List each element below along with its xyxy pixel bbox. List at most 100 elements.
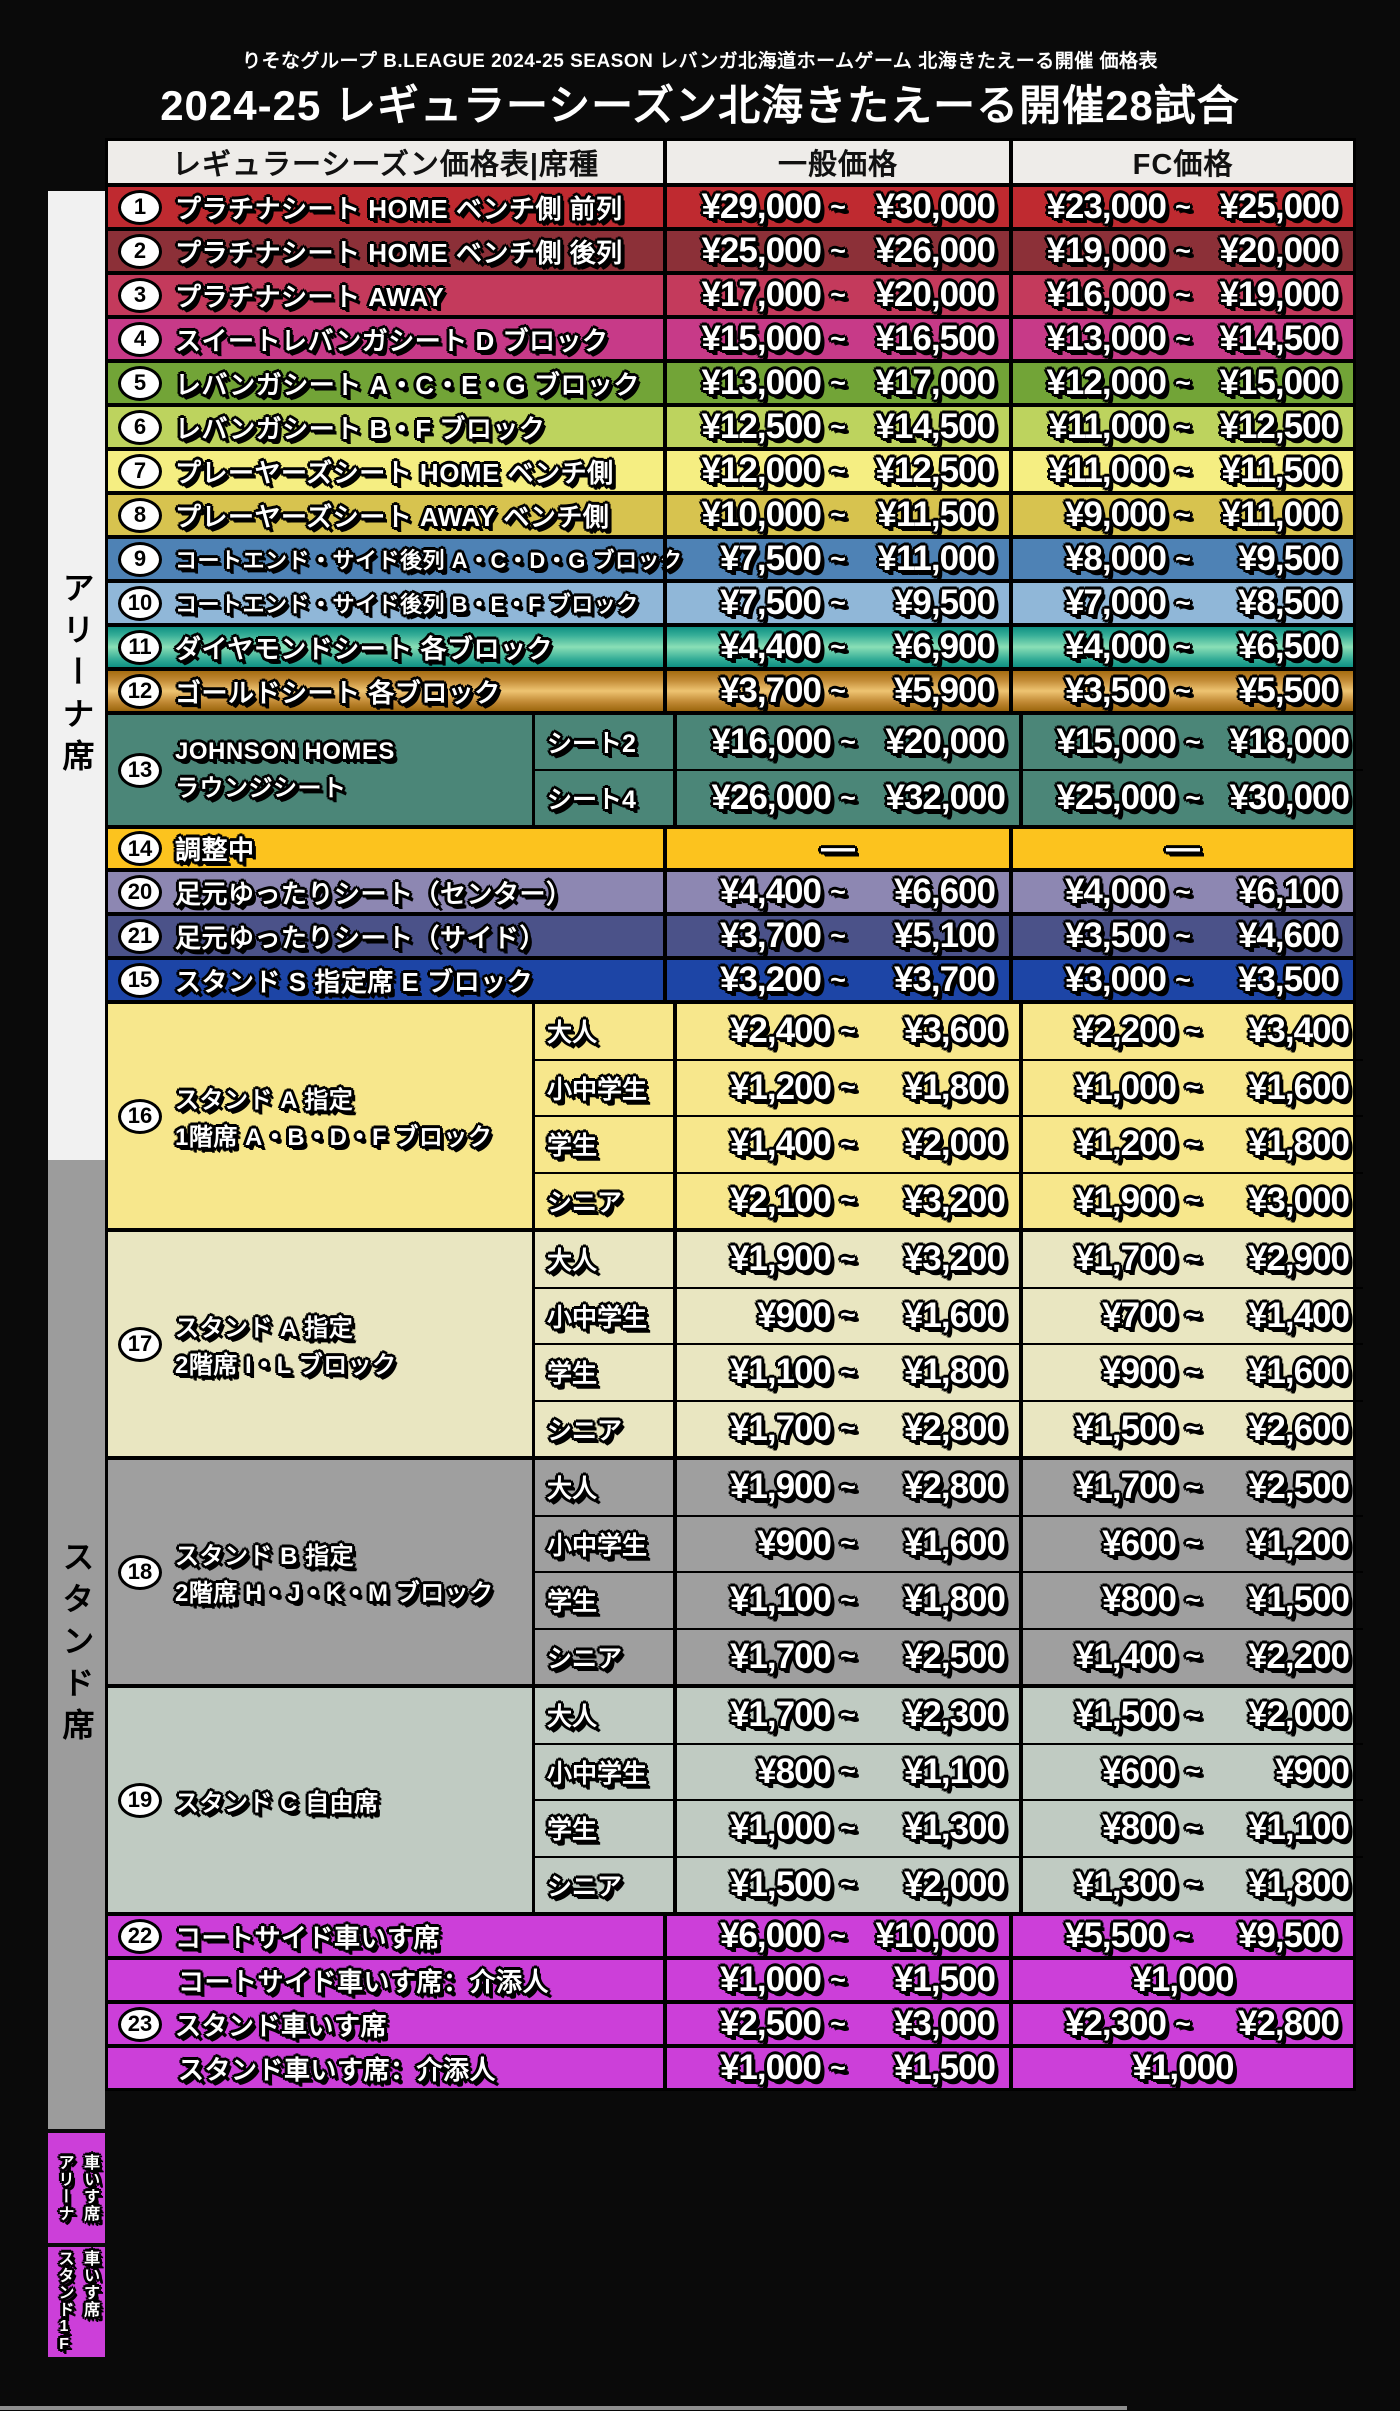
sub-row-student: 学生 ¥1,000 ~ ¥1,300 ¥800 ~ ¥1,100 bbox=[535, 1799, 1363, 1856]
general-price-max: ¥5,900 bbox=[893, 671, 996, 710]
table-row-23-attendant: スタンド車いす席：介添人 ¥1,000 ~ ¥1,500 ¥1,000 bbox=[108, 2044, 1353, 2088]
tilde: ~ bbox=[1185, 1528, 1201, 1559]
general-price-min: ¥900 bbox=[757, 1523, 832, 1563]
general-price-max: ¥2,000 bbox=[903, 1124, 1006, 1164]
fc-price-max: ¥2,800 bbox=[1237, 2004, 1340, 2043]
general-price-min: ¥17,000 bbox=[701, 275, 822, 314]
fc-price-min: ¥8,000 bbox=[1064, 539, 1167, 578]
seat-label: プラチナシート HOME ベンチ側 後列 bbox=[175, 237, 623, 268]
divider bbox=[673, 1232, 677, 1287]
fc-price-min: ¥12,000 bbox=[1046, 363, 1167, 402]
fc-price-max: ¥3,400 bbox=[1247, 1011, 1350, 1051]
tilde: ~ bbox=[830, 235, 846, 266]
sub-row-adult: 大人 ¥1,900 ~ ¥2,800 ¥1,700 ~ ¥2,500 bbox=[535, 1460, 1363, 1515]
general-price-min: ¥1,000 bbox=[719, 1960, 822, 1999]
fc-price-min: ¥4,000 bbox=[1064, 872, 1167, 911]
divider bbox=[663, 2048, 667, 2088]
fc-price-min: ¥15,000 bbox=[1056, 722, 1177, 761]
general-price-max: ¥1,800 bbox=[903, 1352, 1006, 1392]
fc-price-max: ¥12,500 bbox=[1219, 407, 1340, 446]
fc-price-min: ¥1,500 bbox=[1074, 1408, 1177, 1448]
general-price-min: ¥3,200 bbox=[719, 960, 822, 999]
divider bbox=[663, 829, 667, 868]
row-number-badge: 20 bbox=[118, 874, 162, 910]
page-title: 2024-25 レギュラーシーズン北海きたえーる開催28試合 bbox=[160, 82, 1240, 129]
tilde: ~ bbox=[840, 1756, 856, 1787]
row-number-badge: 18 bbox=[118, 1554, 162, 1590]
tilde: ~ bbox=[1185, 1072, 1201, 1103]
general-price-min: ¥16,000 bbox=[711, 722, 832, 761]
divider bbox=[673, 1345, 677, 1400]
general-price-min: ¥1,000 bbox=[719, 2048, 822, 2087]
row-number-badge: 1 bbox=[118, 189, 162, 225]
general-price-max: ¥5,100 bbox=[893, 916, 996, 955]
divider bbox=[1009, 671, 1013, 711]
row-number-badge: 10 bbox=[118, 585, 162, 621]
fc-price-max: ¥14,500 bbox=[1219, 319, 1340, 358]
tilde: ~ bbox=[830, 411, 846, 442]
divider bbox=[663, 1960, 667, 2000]
tilde: ~ bbox=[840, 1641, 856, 1672]
general-price-min: ¥7,500 bbox=[719, 583, 822, 622]
general-price-max: ¥1,800 bbox=[903, 1067, 1006, 1107]
divider bbox=[1019, 1801, 1023, 1856]
general-price-min: ¥1,000 bbox=[729, 1808, 832, 1848]
fc-price-max: ¥25,000 bbox=[1219, 187, 1340, 226]
table-row-17: 17 スタンド A 指定 2階席 I・L ブロック 大人 ¥1,900 ~ ¥3,2… bbox=[108, 1228, 1363, 1456]
table-row-15: 15 スタンド S 指定席 E ブロック ¥3,200 ~ ¥3,700 ¥3,000… bbox=[108, 956, 1353, 1000]
divider bbox=[1009, 583, 1013, 623]
divider bbox=[673, 1744, 677, 1799]
divider bbox=[1009, 495, 1013, 535]
general-price-min: ¥900 bbox=[757, 1295, 832, 1335]
fc-price-min: ¥900 bbox=[1102, 1352, 1177, 1392]
divider bbox=[1019, 1401, 1023, 1456]
tilde: ~ bbox=[840, 782, 856, 813]
divider bbox=[673, 1688, 677, 1743]
category-label: 大人 bbox=[547, 1475, 598, 1504]
general-price-max: ¥1,600 bbox=[903, 1295, 1006, 1335]
table-row-18: 18 スタンド B 指定 2階席 H・J・K・M ブロック 大人 ¥1,900 ~… bbox=[108, 1456, 1363, 1684]
tilde: ~ bbox=[1185, 1641, 1201, 1672]
sidebar-wheelchair-arena: 車いす席 アリーナ bbox=[48, 2133, 105, 2243]
tilde: ~ bbox=[1175, 455, 1191, 486]
seat-label: コートサイド車いす席：介添人 bbox=[178, 1966, 550, 1997]
tilde: ~ bbox=[830, 499, 846, 530]
general-price-min: ¥3,700 bbox=[719, 671, 822, 710]
tilde: ~ bbox=[830, 2052, 846, 2083]
column-header-general-price: 一般価格 bbox=[777, 149, 898, 181]
divider bbox=[673, 1573, 677, 1628]
divider bbox=[663, 363, 667, 403]
tilde: ~ bbox=[830, 455, 846, 486]
row-number-badge: 7 bbox=[118, 453, 162, 489]
tilde: ~ bbox=[1175, 543, 1191, 574]
divider bbox=[663, 2004, 667, 2044]
general-price-max: ¥20,000 bbox=[875, 275, 996, 314]
tilde: ~ bbox=[1185, 1756, 1201, 1787]
general-price-min: ¥1,900 bbox=[729, 1239, 832, 1279]
divider bbox=[663, 916, 667, 956]
fc-price-min: ¥800 bbox=[1102, 1808, 1177, 1848]
tilde: ~ bbox=[830, 876, 846, 907]
tilde: ~ bbox=[1175, 631, 1191, 662]
row-number-badge: 5 bbox=[118, 365, 162, 401]
tilde: ~ bbox=[840, 1471, 856, 1502]
sub-row-adult: 大人 ¥1,700 ~ ¥2,300 ¥1,500 ~ ¥2,000 bbox=[535, 1688, 1363, 1743]
tilde: ~ bbox=[1185, 782, 1201, 813]
table-row-3: 3 プラチナシート AWAY ¥17,000 ~ ¥20,000 ¥16,000 ~ ¥1… bbox=[108, 271, 1353, 315]
fc-price-max: ¥2,500 bbox=[1247, 1467, 1350, 1507]
seat-label-line2: 1階席 A・B・D・F ブロック bbox=[175, 1124, 493, 1151]
wheelchair-stand-line1: 車いす席 bbox=[81, 2250, 99, 2318]
column-header-fc-price: FC価格 bbox=[1132, 149, 1234, 181]
sub-row-senior: シニア ¥1,500 ~ ¥2,000 ¥1,300 ~ ¥1,800 bbox=[535, 1855, 1363, 1912]
fc-price-min: ¥19,000 bbox=[1046, 231, 1167, 270]
fc-price-max: ¥1,600 bbox=[1247, 1352, 1350, 1392]
tilde: ~ bbox=[840, 1300, 856, 1331]
seat-label: スタンド車いす席：介添人 bbox=[178, 2054, 497, 2085]
seat-label: 足元ゆったりシート（サイド） bbox=[175, 922, 547, 953]
table-row-16: 16 スタンド A 指定 1階席 A・B・D・F ブロック 大人 ¥2,400 ~… bbox=[108, 1000, 1363, 1228]
tilde: ~ bbox=[840, 1185, 856, 1216]
fc-price-min: ¥800 bbox=[1102, 1580, 1177, 1620]
general-price-min: ¥12,000 bbox=[701, 451, 822, 490]
row-number-badge: 9 bbox=[118, 541, 162, 577]
fc-price-max: ¥15,000 bbox=[1219, 363, 1340, 402]
